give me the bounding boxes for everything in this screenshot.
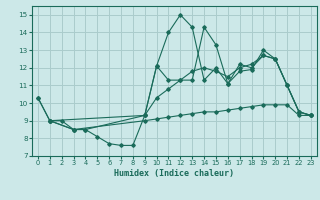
X-axis label: Humidex (Indice chaleur): Humidex (Indice chaleur) — [115, 169, 234, 178]
